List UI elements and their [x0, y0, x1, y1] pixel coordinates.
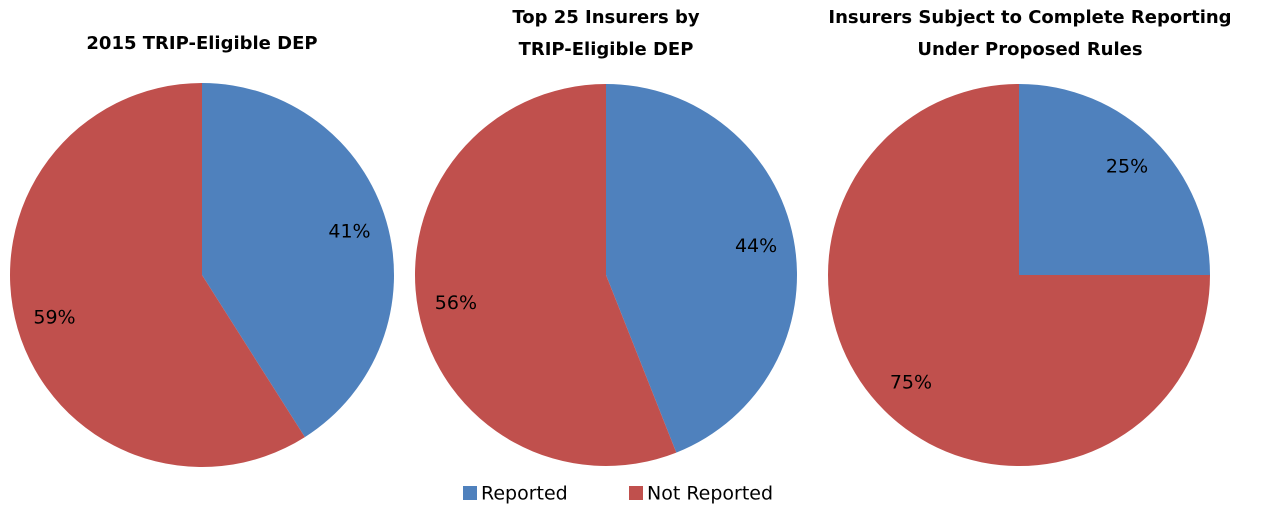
data-label: 75% — [890, 372, 932, 394]
data-label: 56% — [435, 292, 477, 314]
chart-title: Insurers Subject to Complete Reporting U… — [828, 7, 1232, 60]
pie-slice — [1019, 84, 1210, 275]
pie-slice — [828, 84, 1210, 466]
pie-slice — [9, 83, 305, 467]
data-label: 25% — [1106, 155, 1148, 177]
chart-title: 2015 TRIP-Eligible DEP — [86, 33, 318, 54]
legend-swatch — [629, 486, 643, 500]
pie-slice — [606, 84, 797, 453]
data-label: 59% — [33, 306, 75, 328]
legend-swatch — [463, 486, 477, 500]
legend-label: Not Reported — [647, 483, 773, 505]
chart-title: Top 25 Insurers by TRIP-Eligible DEP — [512, 7, 700, 60]
pie-slice — [415, 84, 677, 466]
data-label: 41% — [328, 221, 370, 243]
legend-label: Reported — [481, 483, 568, 505]
data-label: 44% — [735, 235, 777, 257]
pie-slice — [202, 83, 394, 438]
